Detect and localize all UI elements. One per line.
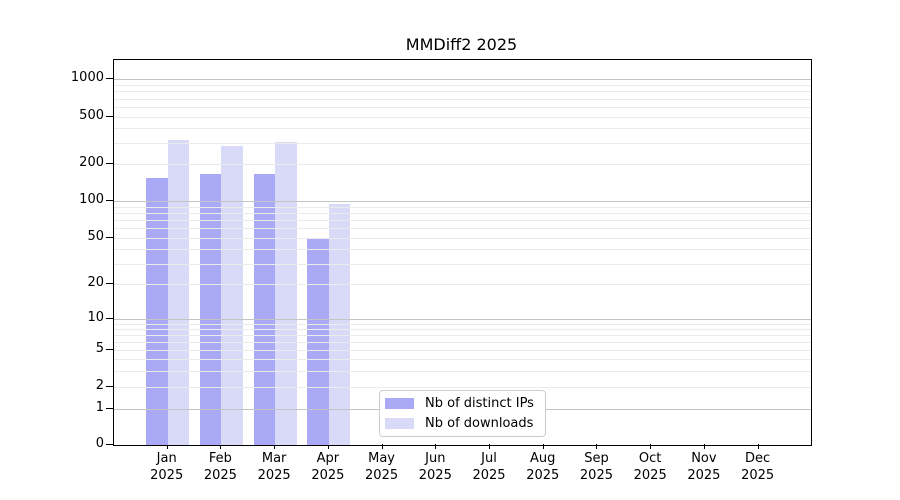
bar-distinct-ips [146,178,168,445]
y-tick-label: 1000 [70,70,104,86]
gridline-minor [114,143,811,145]
gridline-minor [114,359,811,360]
x-tick-mark [542,444,544,449]
x-tick-mark [166,444,168,449]
gridline-major [114,201,811,202]
bar-downloads [167,140,190,445]
x-tick-label: Jun 2025 [418,451,452,483]
y-tick-label: 200 [79,155,104,171]
gridline-minor [114,128,811,130]
gridline-minor [114,263,811,265]
gridline-major [114,79,811,81]
bar-downloads [275,142,297,445]
gridline-minor [114,284,811,286]
gridline-minor [114,116,811,118]
gridline-minor [114,370,811,372]
y-tick-label: 5 [95,341,104,356]
x-tick-label: Feb 2025 [203,451,237,483]
y-tick-mark [106,283,113,285]
x-tick-mark [757,444,759,449]
gridline-minor [114,91,811,93]
gridline-major [114,319,811,321]
y-tick-label: 1 [95,399,104,415]
x-tick-label: Mar 2025 [257,451,291,483]
gridline-minor [114,84,811,86]
gridline-minor [114,98,811,100]
y-tick-mark [106,200,113,201]
y-tick-mark [106,115,113,117]
x-tick-label: Dec 2025 [741,451,775,483]
x-tick-label: Jan 2025 [150,451,184,483]
x-tick-label: Nov 2025 [687,451,721,483]
legend: Nb of distinct IPs Nb of downloads [379,390,546,437]
legend-label-distinct-ips: Nb of distinct IPs [425,396,534,411]
bar-distinct-ips [307,238,329,445]
x-tick-mark [327,444,329,449]
x-tick-mark [650,444,652,449]
grid-layer [114,60,811,445]
gridline-minor [114,335,811,337]
gridline-minor [114,329,811,331]
x-tick-label: Oct 2025 [633,451,667,483]
gridline-minor [114,206,811,208]
y-tick-mark [106,236,113,238]
legend-swatch-distinct-ips-icon [385,398,414,409]
x-tick-mark [220,444,222,449]
y-tick-mark [106,163,113,165]
y-tick-label: 500 [79,107,104,123]
x-tick-label: Apr 2025 [311,451,345,483]
legend-swatch-downloads-icon [385,418,414,429]
legend-item-distinct-ips: Nb of distinct IPs [385,396,545,411]
bar-downloads [221,146,243,445]
gridline-minor [114,237,811,239]
y-tick-label: 20 [87,275,104,291]
chart-title: MMDiff2 2025 [405,35,518,54]
gridline-minor [114,164,811,166]
y-tick-mark [106,78,113,80]
y-tick-mark [106,443,113,445]
x-tick-label: Sep 2025 [579,451,613,483]
legend-item-downloads: Nb of downloads [385,416,545,431]
gridline-minor [114,341,811,343]
x-tick-mark [274,444,276,449]
y-tick-label: 0 [95,435,104,451]
legend-label-downloads: Nb of downloads [425,416,534,431]
x-tick-mark [596,444,598,449]
bar-distinct-ips [199,174,222,445]
gridline-minor [114,350,811,351]
x-tick-label: May 2025 [365,451,399,483]
gridline-minor [114,106,811,108]
plot-area: Nb of distinct IPs Nb of downloads [113,59,812,446]
y-tick-mark [106,386,113,387]
gridline-minor [114,219,811,221]
x-tick-mark [381,444,383,449]
y-tick-label: 2 [95,378,104,393]
y-tick-mark [106,318,113,320]
gridline-minor [114,323,811,325]
y-tick-label: 50 [87,228,104,244]
bar-distinct-ips [253,174,276,445]
x-tick-label: Aug 2025 [526,451,560,483]
x-tick-mark [703,444,705,449]
gridline-minor [114,249,811,251]
gridline-minor [114,387,811,388]
gridline-minor [114,228,811,230]
x-tick-mark [489,444,491,449]
x-tick-mark [435,444,437,449]
x-tick-label: Jul 2025 [472,451,506,483]
gridline-minor [114,212,811,214]
y-tick-mark [106,349,113,350]
y-tick-label: 100 [79,192,104,207]
y-tick-label: 10 [87,310,104,326]
y-tick-mark [106,407,113,409]
